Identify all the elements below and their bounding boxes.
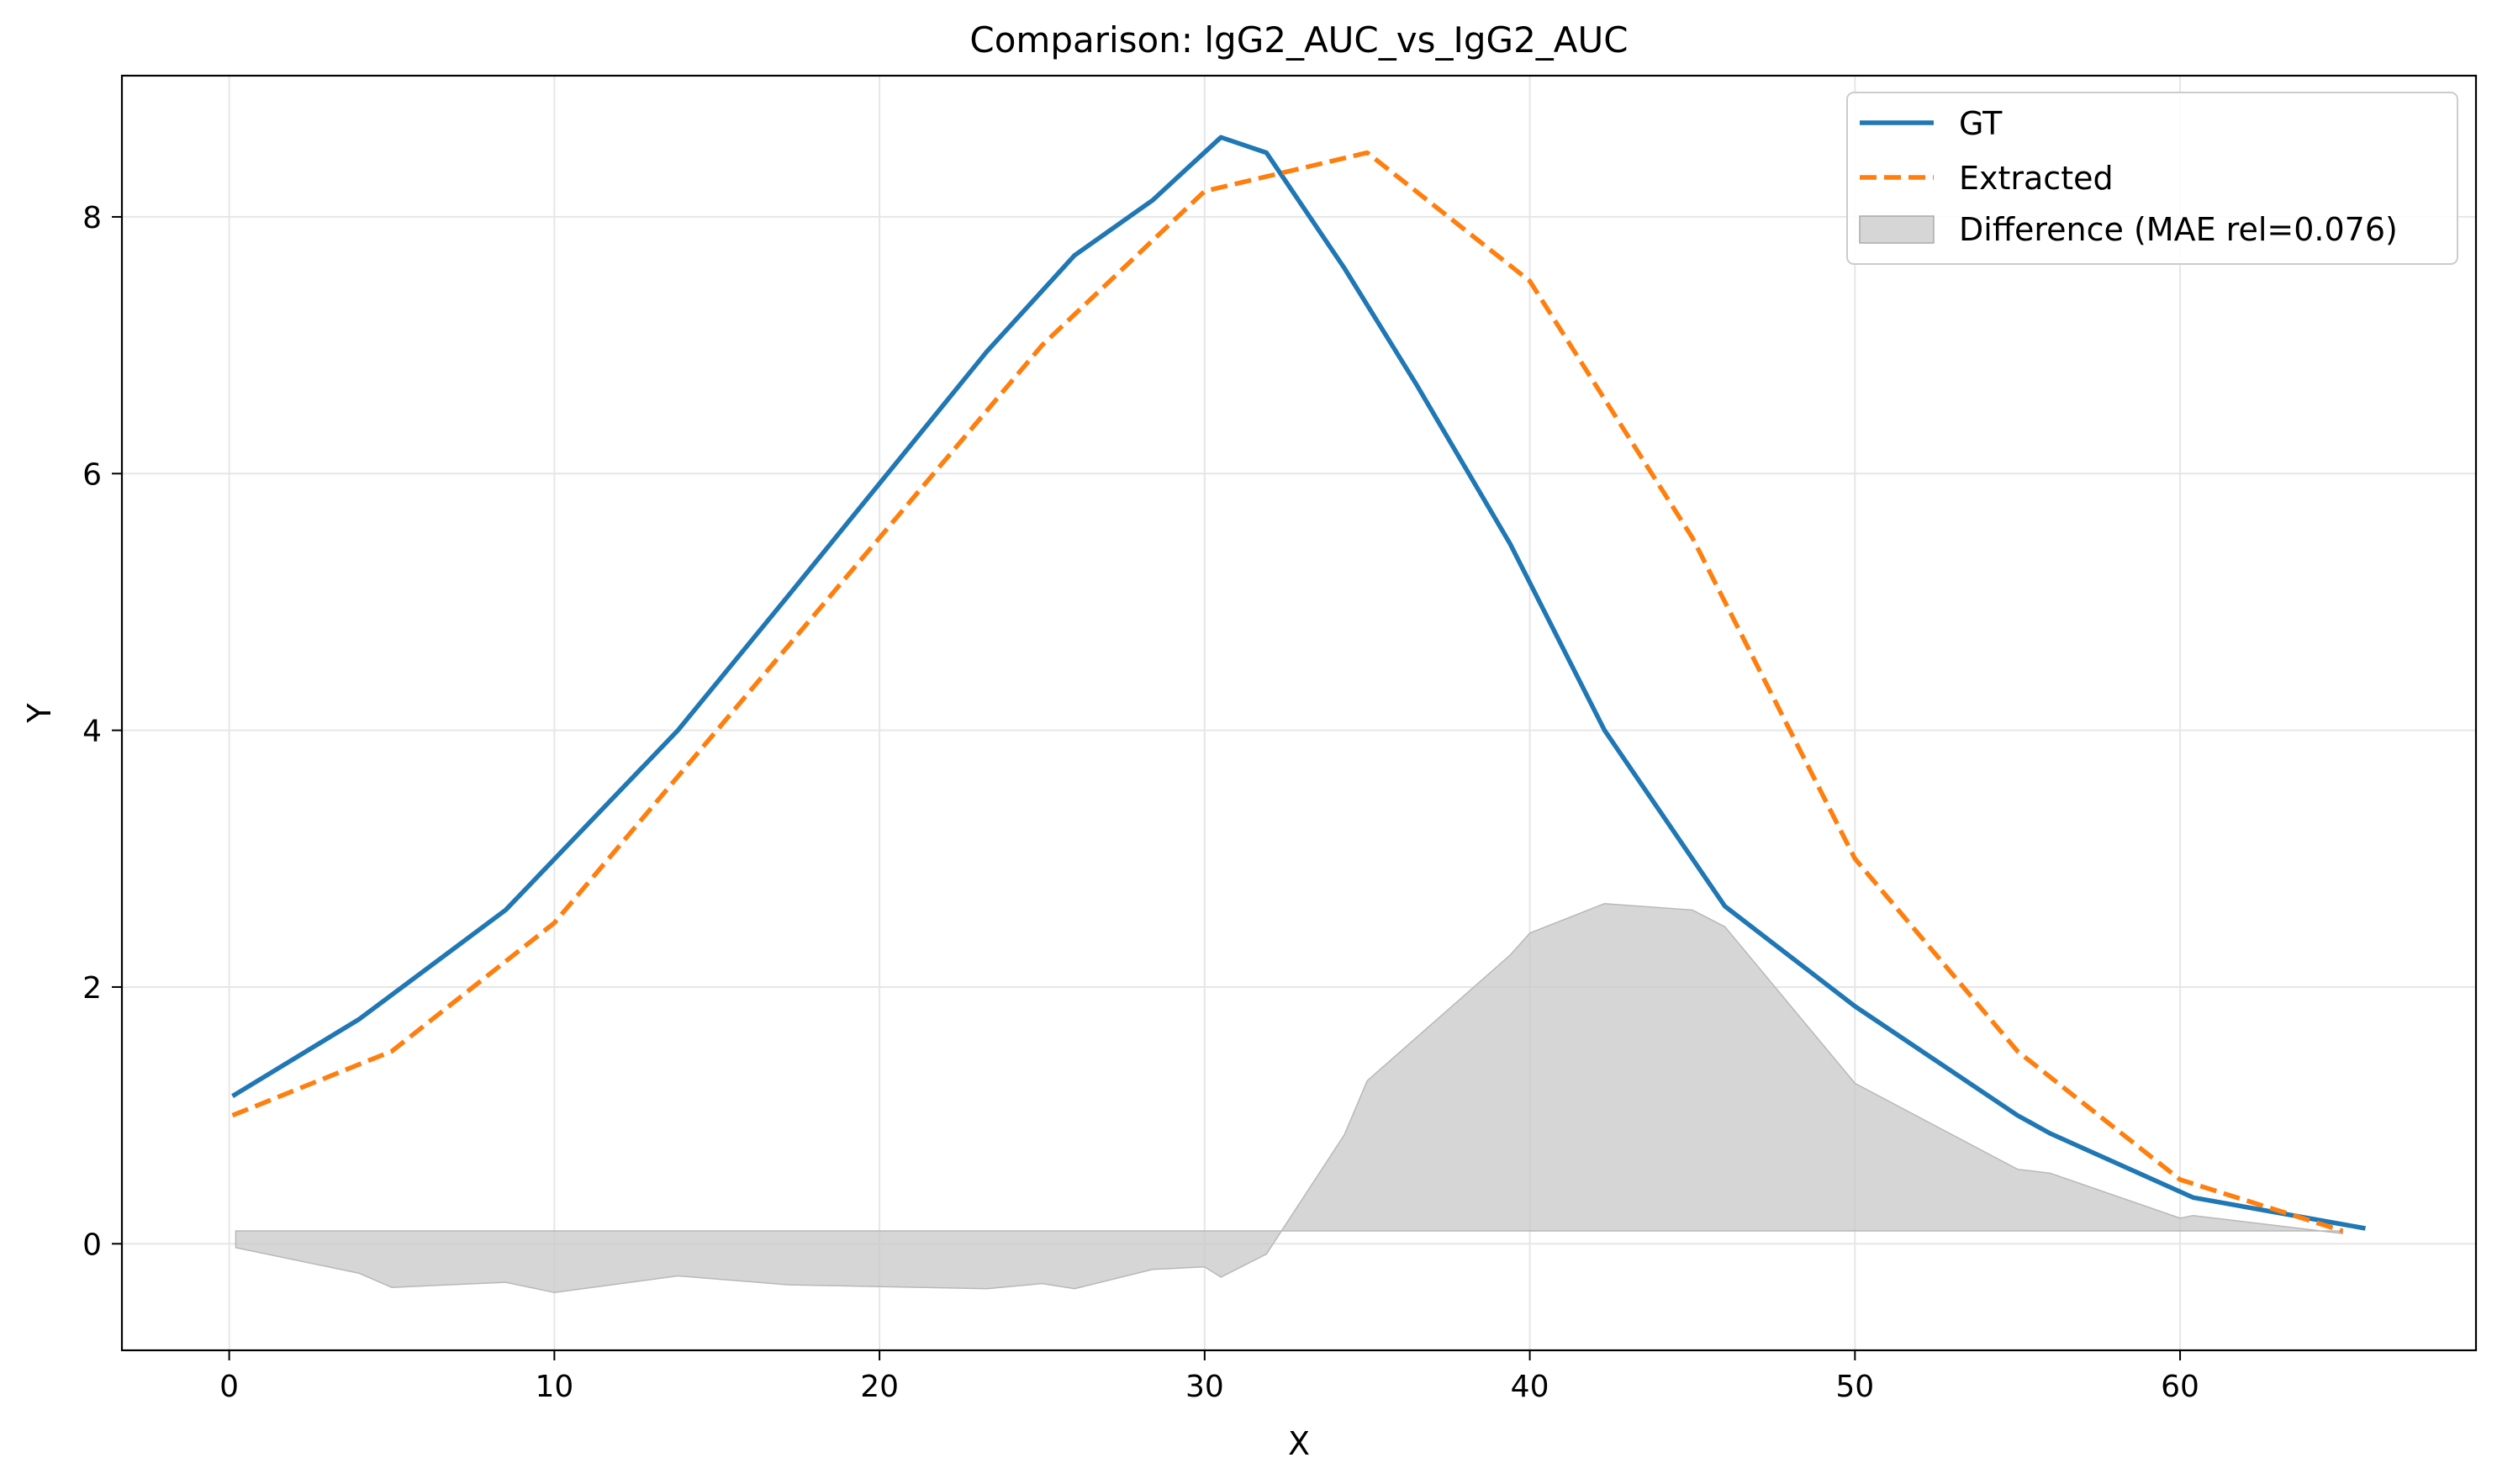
y-tick-label: 6 <box>82 457 102 492</box>
y-tick-label: 2 <box>82 971 102 1006</box>
series-lines <box>231 135 2366 1233</box>
x-tick-label: 30 <box>1185 1370 1224 1404</box>
x-axis: 0 10 20 30 40 50 60 <box>219 1350 2199 1404</box>
x-axis-label: X <box>1288 1425 1310 1462</box>
chart-title: Comparison: lgG2_AUC_vs_IgG2_AUC <box>969 19 1628 61</box>
y-tick-label: 0 <box>82 1228 102 1262</box>
extracted-series-line <box>231 150 2344 1233</box>
x-tick-label: 10 <box>535 1370 573 1404</box>
y-tick-label: 8 <box>82 201 102 235</box>
legend-extracted-label: Extracted <box>1959 160 2114 197</box>
y-tick-label: 4 <box>82 715 102 749</box>
legend-gt-label: GT <box>1959 105 2003 142</box>
legend: GT Extracted Difference (MAE rel=0.076) <box>1846 92 2458 265</box>
x-tick-label: 50 <box>1835 1370 1874 1404</box>
legend-difference-swatch <box>1859 215 1935 244</box>
y-axis: 0 2 4 6 8 <box>82 201 122 1262</box>
x-tick-label: 0 <box>219 1370 239 1404</box>
gt-series-line <box>231 135 2366 1231</box>
x-tick-label: 40 <box>1511 1370 1549 1404</box>
legend-difference-label: Difference (MAE rel=0.076) <box>1959 211 2398 248</box>
x-tick-label: 20 <box>860 1370 899 1404</box>
legend-box <box>1846 92 2458 265</box>
x-tick-label: 60 <box>2161 1370 2199 1404</box>
y-axis-label: Y <box>21 703 58 724</box>
plot-area-frame <box>120 74 2478 1352</box>
